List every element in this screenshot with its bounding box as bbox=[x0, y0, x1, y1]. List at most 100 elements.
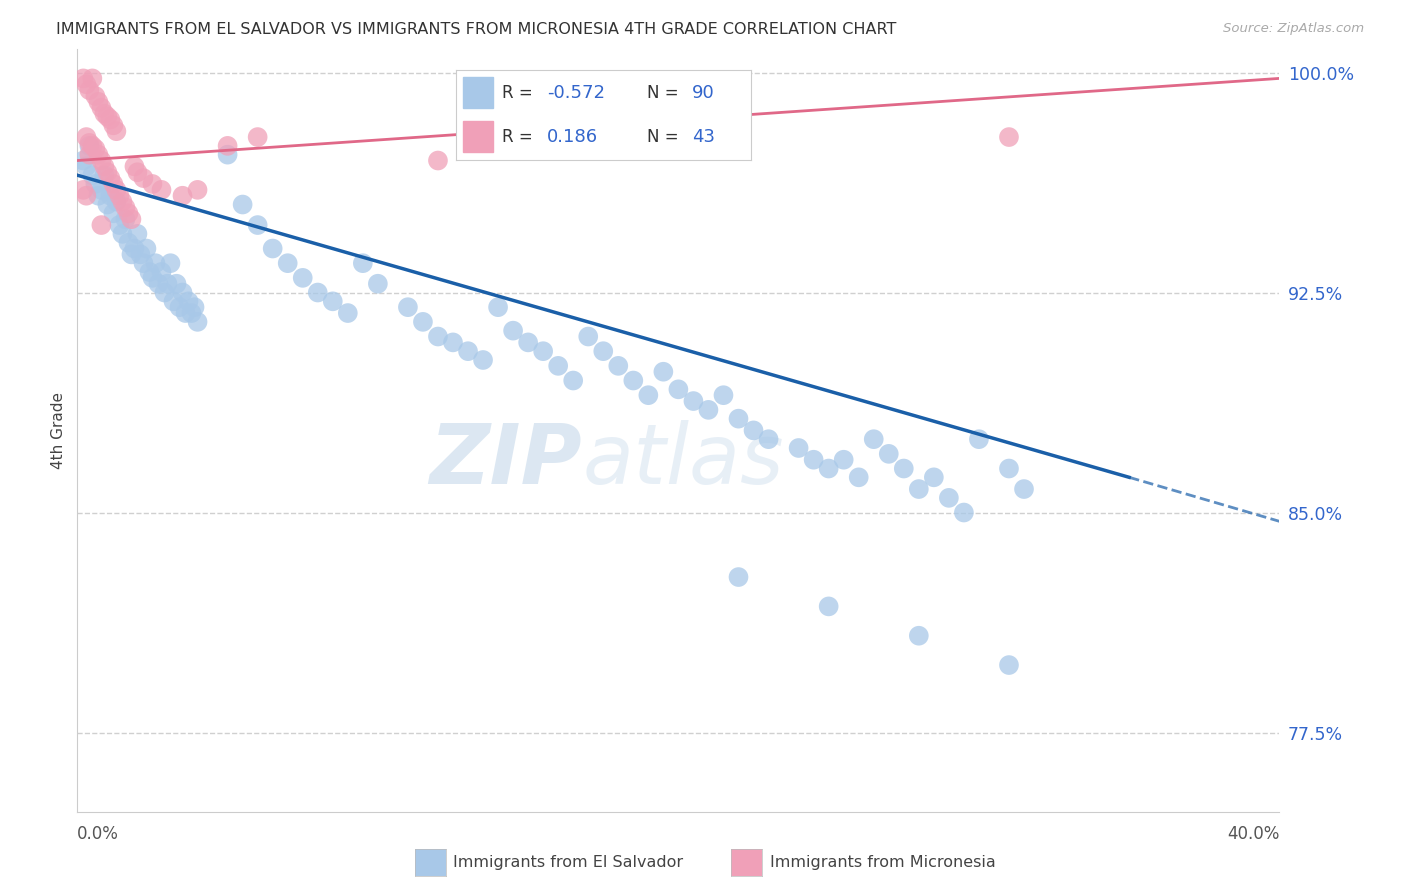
Point bbox=[502, 324, 524, 338]
Point bbox=[108, 218, 131, 232]
Point bbox=[803, 452, 825, 467]
Text: atlas: atlas bbox=[582, 420, 785, 501]
Point bbox=[441, 335, 464, 350]
Text: Immigrants from Micronesia: Immigrants from Micronesia bbox=[770, 855, 997, 870]
Point bbox=[84, 142, 107, 156]
Point bbox=[141, 270, 163, 285]
Point bbox=[621, 374, 644, 388]
Point bbox=[129, 247, 152, 261]
Point bbox=[169, 300, 191, 314]
Text: 43: 43 bbox=[692, 128, 714, 145]
Point bbox=[877, 447, 900, 461]
Point bbox=[893, 461, 915, 475]
Point bbox=[79, 147, 101, 161]
Point bbox=[114, 201, 136, 215]
Point bbox=[246, 130, 269, 145]
Point bbox=[592, 344, 614, 359]
Point bbox=[172, 285, 194, 300]
Point bbox=[117, 235, 139, 250]
Text: N =: N = bbox=[647, 84, 685, 102]
Point bbox=[72, 71, 94, 86]
Point bbox=[727, 411, 749, 425]
Point bbox=[148, 277, 170, 291]
Point bbox=[72, 153, 94, 168]
Point bbox=[922, 470, 945, 484]
Point bbox=[124, 160, 146, 174]
Point bbox=[517, 335, 540, 350]
Text: Immigrants from El Salvador: Immigrants from El Salvador bbox=[453, 855, 683, 870]
Point bbox=[127, 165, 149, 179]
Point bbox=[246, 218, 269, 232]
Point bbox=[75, 130, 97, 145]
Point bbox=[472, 353, 495, 368]
Point bbox=[908, 482, 931, 496]
Point bbox=[427, 153, 450, 168]
Point bbox=[90, 183, 112, 197]
Point bbox=[166, 277, 188, 291]
Point bbox=[998, 658, 1021, 673]
Point bbox=[105, 183, 128, 197]
Point bbox=[787, 441, 810, 455]
Point bbox=[82, 139, 104, 153]
Point bbox=[562, 374, 585, 388]
Point bbox=[352, 256, 374, 270]
Point bbox=[177, 294, 200, 309]
Point bbox=[668, 382, 690, 396]
Point bbox=[100, 188, 122, 202]
Point bbox=[180, 306, 202, 320]
Point bbox=[172, 188, 194, 202]
Point bbox=[652, 365, 675, 379]
Point bbox=[998, 461, 1021, 475]
Point bbox=[103, 206, 125, 220]
Point bbox=[908, 629, 931, 643]
Point bbox=[84, 177, 107, 191]
Point bbox=[186, 315, 209, 329]
Point bbox=[153, 285, 176, 300]
Text: R =: R = bbox=[502, 84, 537, 102]
Point bbox=[87, 147, 110, 161]
Point bbox=[1012, 482, 1035, 496]
Point bbox=[967, 432, 990, 446]
Point bbox=[75, 77, 97, 91]
Point bbox=[132, 256, 155, 270]
Point bbox=[174, 306, 197, 320]
Point bbox=[367, 277, 389, 291]
Text: 90: 90 bbox=[692, 84, 714, 102]
Point bbox=[336, 306, 359, 320]
Point bbox=[150, 265, 173, 279]
Point bbox=[217, 147, 239, 161]
Text: IMMIGRANTS FROM EL SALVADOR VS IMMIGRANTS FROM MICRONESIA 4TH GRADE CORRELATION : IMMIGRANTS FROM EL SALVADOR VS IMMIGRANT… bbox=[56, 22, 897, 37]
Point bbox=[145, 256, 167, 270]
Point bbox=[277, 256, 299, 270]
Point bbox=[132, 171, 155, 186]
Point bbox=[727, 570, 749, 584]
Point bbox=[87, 188, 110, 202]
Point bbox=[307, 285, 329, 300]
Point bbox=[96, 110, 118, 124]
Point bbox=[111, 194, 134, 209]
Point bbox=[93, 106, 115, 120]
Point bbox=[486, 300, 509, 314]
Text: Source: ZipAtlas.com: Source: ZipAtlas.com bbox=[1223, 22, 1364, 36]
Point bbox=[713, 388, 735, 402]
Point bbox=[217, 139, 239, 153]
Text: N =: N = bbox=[647, 128, 685, 145]
Point bbox=[79, 139, 101, 153]
Point bbox=[998, 130, 1021, 145]
Point bbox=[953, 506, 976, 520]
Text: 0.186: 0.186 bbox=[547, 128, 599, 145]
Point bbox=[141, 177, 163, 191]
Point bbox=[817, 461, 839, 475]
Point bbox=[124, 242, 146, 256]
Text: 0.0%: 0.0% bbox=[77, 825, 120, 843]
Point bbox=[100, 112, 122, 127]
Point bbox=[82, 168, 104, 182]
Point bbox=[291, 270, 314, 285]
Point bbox=[93, 160, 115, 174]
Point bbox=[427, 329, 450, 343]
Point bbox=[697, 402, 720, 417]
Point bbox=[79, 136, 101, 150]
Text: R =: R = bbox=[502, 128, 543, 145]
Text: 40.0%: 40.0% bbox=[1227, 825, 1279, 843]
Point bbox=[105, 194, 128, 209]
